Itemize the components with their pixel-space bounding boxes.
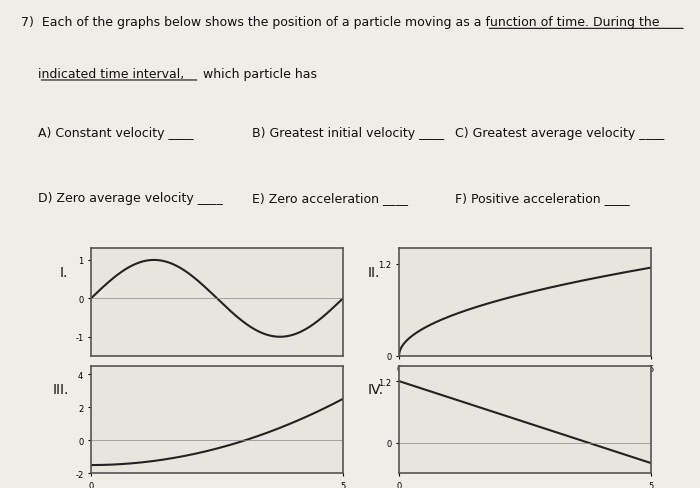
Text: C) Greatest average velocity ____: C) Greatest average velocity ____ (455, 126, 664, 140)
Text: II.: II. (368, 265, 380, 279)
Text: III.: III. (52, 382, 69, 396)
Text: E) Zero acceleration ____: E) Zero acceleration ____ (252, 192, 408, 205)
Text: 7)  Each of the graphs below shows the position of a particle moving as a functi: 7) Each of the graphs below shows the po… (21, 17, 659, 29)
Text: indicated time interval,: indicated time interval, (38, 68, 185, 81)
Text: B) Greatest initial velocity ____: B) Greatest initial velocity ____ (252, 126, 444, 140)
Text: IV.: IV. (368, 382, 384, 396)
Text: I.: I. (60, 265, 68, 279)
Text: A) Constant velocity ____: A) Constant velocity ____ (38, 126, 194, 140)
Text: D) Zero average velocity ____: D) Zero average velocity ____ (38, 192, 223, 205)
Text: F) Positive acceleration ____: F) Positive acceleration ____ (455, 192, 629, 205)
Text: which particle has: which particle has (199, 68, 318, 81)
